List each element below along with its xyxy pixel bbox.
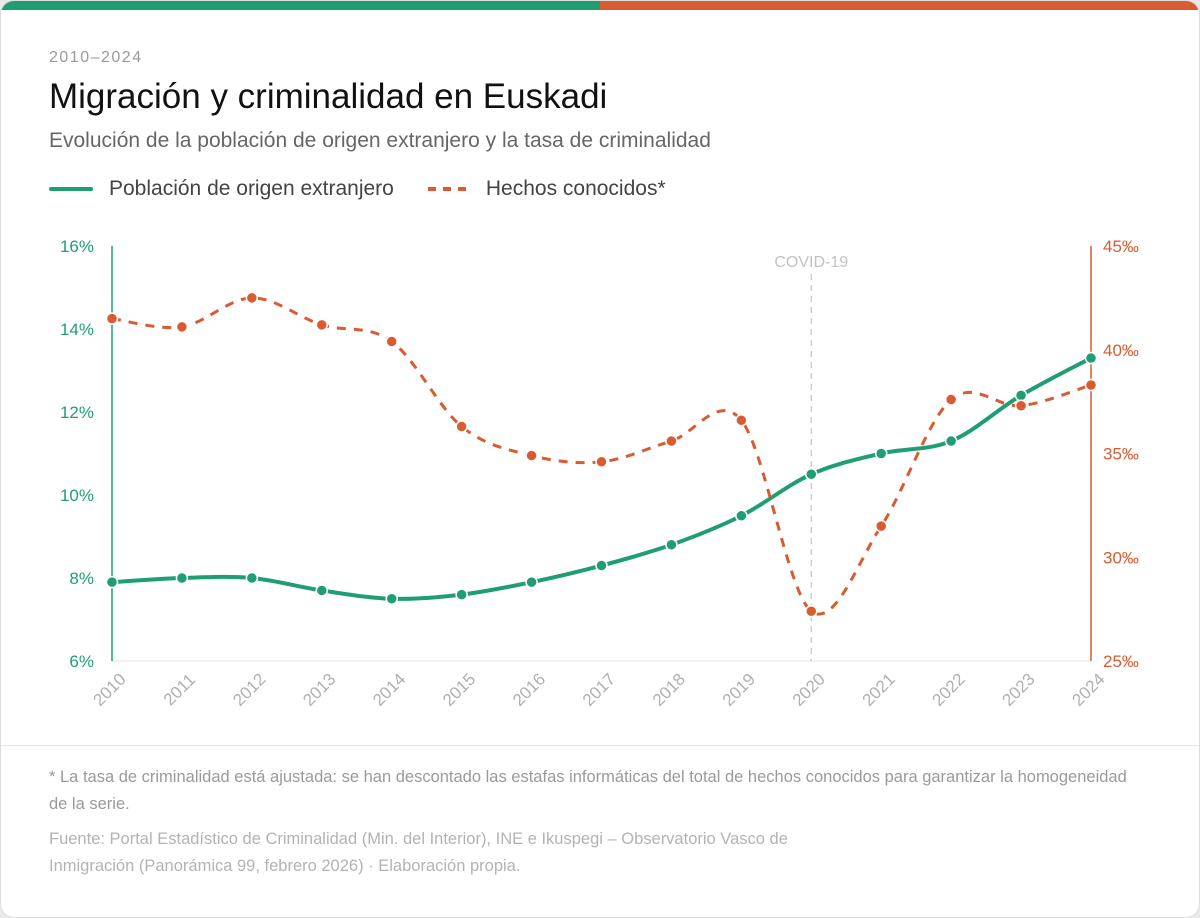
source-note: Fuente: Portal Estadístico de Criminalid… [49,830,788,875]
data-point-foreign [944,434,958,448]
x-tick-label: 2018 [649,670,689,710]
data-point-foreign [805,468,818,481]
legend-label-foreign: Población de origen extranjero [109,177,394,200]
legend-swatch-solid [49,187,93,191]
y-right-tick-label: 35‰ [1103,445,1139,464]
data-point-foreign [175,571,189,585]
data-point-crime [874,519,888,533]
covid-annotation-label: COVID-19 [774,254,848,271]
x-tick-label: 2015 [439,670,479,710]
data-point-foreign [385,592,398,605]
y-left-tick-label: 12% [60,403,94,422]
data-point-crime [315,318,329,332]
legend-item-crime[interactable]: Hechos conocidos* [426,177,666,201]
y-right-tick-label: 45‰ [1103,237,1139,256]
legend: Población de origen extranjero Hechos co… [49,177,698,201]
x-tick-label: 2010 [89,670,129,710]
series-line-crime [111,296,1092,616]
y-left-tick-label: 16% [60,237,94,256]
chart-title: Migración y criminalidad en Euskadi [49,77,608,116]
footer-divider [1,745,1199,746]
data-point-crime [105,312,119,325]
y-right-tick-label: 25‰ [1103,652,1139,671]
y-left-tick-label: 14% [60,320,94,339]
accent-bar-orange [600,1,1199,10]
x-tick-label: 2022 [929,670,969,710]
x-tick-label: 2020 [789,670,829,710]
period-label: 2010–2024 [49,49,143,66]
x-tick-label: 2013 [299,670,339,710]
y-left-tick-label: 10% [60,486,94,505]
data-point-crime [175,320,189,334]
x-tick-label: 2024 [1068,670,1108,710]
data-point-foreign [595,559,608,572]
x-tick-label: 2014 [369,670,409,710]
accent-bar-green [1,1,600,10]
data-point-foreign [1014,389,1028,402]
legend-item-foreign[interactable]: Población de origen extranjero [49,177,394,201]
data-point-foreign [455,588,468,601]
data-point-crime [665,434,678,448]
x-tick-label: 2021 [859,670,899,710]
data-point-foreign [315,584,329,597]
data-point-foreign [525,575,538,589]
data-point-crime [805,604,818,618]
x-tick-label: 2023 [999,670,1039,710]
data-point-foreign [665,538,678,552]
x-tick-label: 2012 [229,670,269,710]
data-point-crime [385,335,398,348]
line-chart: 6% 8% 10% 12% 14% 16% 25‰ 30‰ 35‰ 40‰ 45‰ 2010 2011 2… [60,237,1139,710]
data-point-crime [525,449,538,462]
data-point-crime [944,393,958,406]
data-point-foreign [874,447,888,460]
data-point-foreign [735,509,748,522]
chart-subtitle: Evolución de la población de origen extr… [49,129,711,152]
data-point-crime [735,414,748,427]
data-point-crime [1014,399,1028,413]
y-right-tick-label: 40‰ [1103,341,1139,360]
data-point-foreign [105,575,119,589]
accent-bar [1,1,1199,10]
legend-label-crime: Hechos conocidos* [485,177,666,200]
x-tick-label: 2019 [719,670,759,710]
y-left-tick-label: 8% [69,569,94,588]
x-tick-label: 2017 [579,670,619,710]
data-point-foreign [1084,351,1098,365]
y-right-tick-label: 30‰ [1103,548,1139,567]
data-point-crime [455,420,468,433]
x-tick-label: 2011 [160,670,199,709]
data-point-foreign [245,571,259,585]
data-point-crime [245,291,259,305]
data-point-crime [595,455,608,469]
footnote: * La tasa de criminalidad está ajustada:… [49,768,1127,813]
y-left-tick-label: 6% [69,652,94,671]
x-tick-label: 2016 [509,670,549,710]
legend-swatch-dashed [427,187,468,191]
data-point-crime [1084,378,1098,392]
